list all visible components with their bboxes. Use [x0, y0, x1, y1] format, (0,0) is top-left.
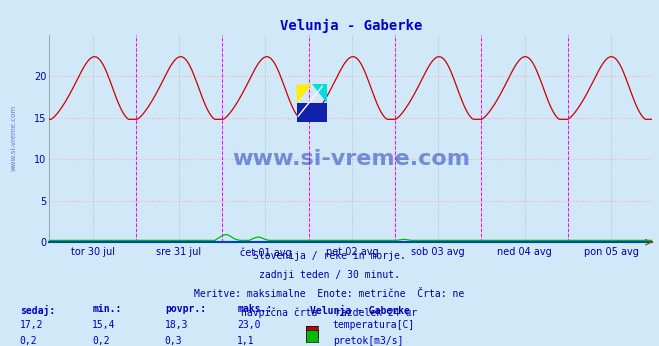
- Text: Slovenija / reke in morje.: Slovenija / reke in morje.: [253, 251, 406, 261]
- Text: www.si-vreme.com: www.si-vreme.com: [232, 149, 470, 169]
- Text: sedaj:: sedaj:: [20, 304, 55, 316]
- Title: Velunja - Gaberke: Velunja - Gaberke: [279, 19, 422, 34]
- Text: Velunja - Gaberke: Velunja - Gaberke: [310, 304, 410, 316]
- Text: 0,3: 0,3: [165, 336, 183, 346]
- Text: 0,2: 0,2: [20, 336, 38, 346]
- Text: 15,4: 15,4: [92, 320, 116, 330]
- Polygon shape: [297, 84, 312, 103]
- Text: pretok[m3/s]: pretok[m3/s]: [333, 336, 403, 346]
- Text: povpr.:: povpr.:: [165, 304, 206, 315]
- Text: 23,0: 23,0: [237, 320, 261, 330]
- Text: Meritve: maksimalne  Enote: metrične  Črta: ne: Meritve: maksimalne Enote: metrične Črta…: [194, 289, 465, 299]
- Text: 0,2: 0,2: [92, 336, 110, 346]
- Text: 18,3: 18,3: [165, 320, 188, 330]
- Polygon shape: [297, 103, 327, 122]
- Text: www.si-vreme.com: www.si-vreme.com: [11, 105, 16, 172]
- Polygon shape: [312, 84, 327, 103]
- Text: 1,1: 1,1: [237, 336, 255, 346]
- Text: maks.:: maks.:: [237, 304, 272, 315]
- Text: zadnji teden / 30 minut.: zadnji teden / 30 minut.: [259, 270, 400, 280]
- Text: min.:: min.:: [92, 304, 122, 315]
- Text: 17,2: 17,2: [20, 320, 43, 330]
- Text: temperatura[C]: temperatura[C]: [333, 320, 415, 330]
- Text: navpična črta - razdelek 24 ur: navpična črta - razdelek 24 ur: [241, 308, 418, 318]
